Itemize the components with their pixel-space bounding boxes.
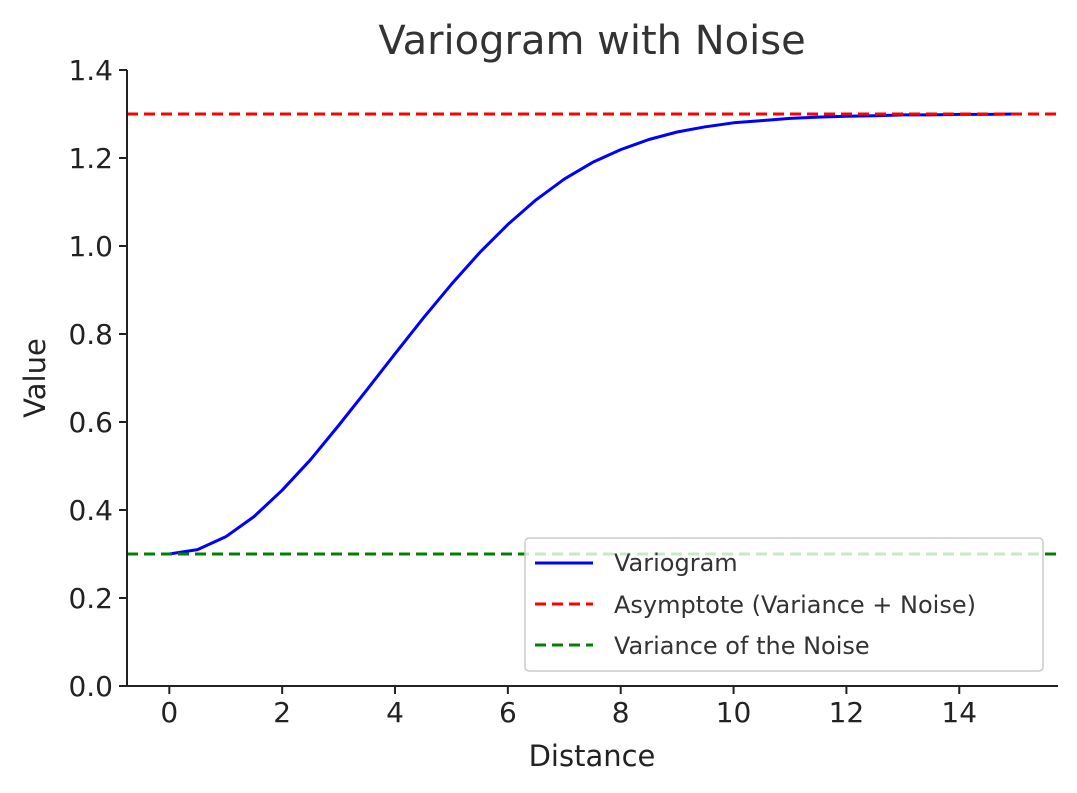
x-tick-label: 6 — [499, 696, 517, 729]
x-tick-label: 10 — [716, 696, 752, 729]
variogram-line — [169, 112, 1016, 556]
y-tick-label: 0.8 — [68, 318, 113, 351]
x-tick-label: 2 — [273, 696, 291, 729]
chart-title: Variogram with Noise — [378, 18, 805, 64]
y-axis-label: Value — [18, 338, 52, 418]
x-tick-label: 4 — [386, 696, 404, 729]
x-tick-label: 8 — [612, 696, 630, 729]
x-tick-label: 12 — [829, 696, 865, 729]
y-tick-label: 1.4 — [68, 54, 113, 87]
y-tick-label: 0.0 — [68, 670, 113, 703]
x-tick-label: 14 — [941, 696, 977, 729]
legend-label-variogram: Variogram — [614, 549, 738, 577]
y-tick-label: 1.0 — [68, 230, 113, 263]
legend: Variogram Asymptote (Variance + Noise) V… — [524, 537, 1044, 672]
legend-label-asymptote: Asymptote (Variance + Noise) — [614, 591, 976, 619]
legend-label-noise-variance: Variance of the Noise — [614, 632, 870, 660]
legend-box — [524, 537, 1044, 672]
ticks-layer: 0 2 4 6 8 10 12 14 0.0 0.2 0.4 0.6 0.8 1.0 1.2 1.4 — [68, 54, 977, 729]
y-tick-label: 1.2 — [68, 142, 113, 175]
lines-layer — [127, 112, 1058, 556]
y-tick-label: 0.4 — [68, 494, 113, 527]
x-axis-label: Distance — [529, 739, 656, 773]
y-tick-label: 0.2 — [68, 582, 113, 615]
x-tick-label: 0 — [160, 696, 178, 729]
y-tick-label: 0.6 — [68, 406, 113, 439]
